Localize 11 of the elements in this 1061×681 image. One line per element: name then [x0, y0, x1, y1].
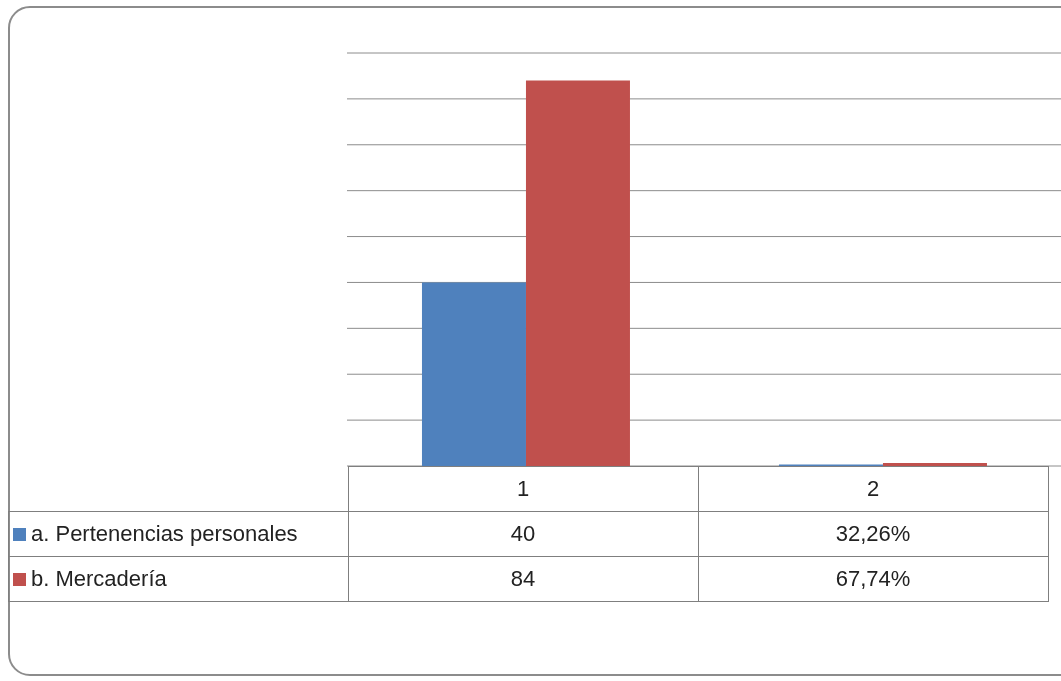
bar — [525, 80, 630, 466]
x-tick-label: 1 — [348, 466, 698, 512]
x-tick-label: 2 — [698, 466, 1048, 512]
data-label: 84 — [348, 556, 698, 602]
legend-label: b. Mercadería — [8, 556, 348, 602]
legend-label: a. Pertenencias personales — [8, 511, 348, 557]
data-label: 67,74% — [698, 556, 1048, 602]
bar — [882, 462, 987, 466]
data-label: 40 — [348, 511, 698, 557]
bar — [421, 282, 526, 466]
data-label: 32,26% — [698, 511, 1048, 557]
